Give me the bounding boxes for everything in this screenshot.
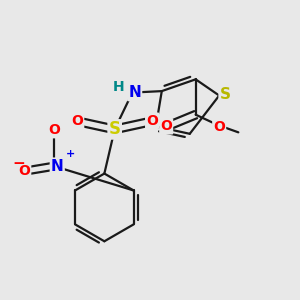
Text: O: O [213, 120, 225, 134]
Text: N: N [128, 85, 141, 100]
Text: N: N [51, 159, 64, 174]
Text: S: S [220, 87, 231, 102]
Text: O: O [71, 114, 83, 128]
Text: O: O [48, 123, 60, 137]
Text: −: − [13, 156, 25, 171]
Text: O: O [18, 164, 30, 178]
Text: +: + [66, 149, 75, 159]
Text: S: S [109, 120, 121, 138]
Text: O: O [160, 119, 172, 134]
Text: O: O [146, 114, 158, 128]
Text: H: H [112, 80, 124, 94]
